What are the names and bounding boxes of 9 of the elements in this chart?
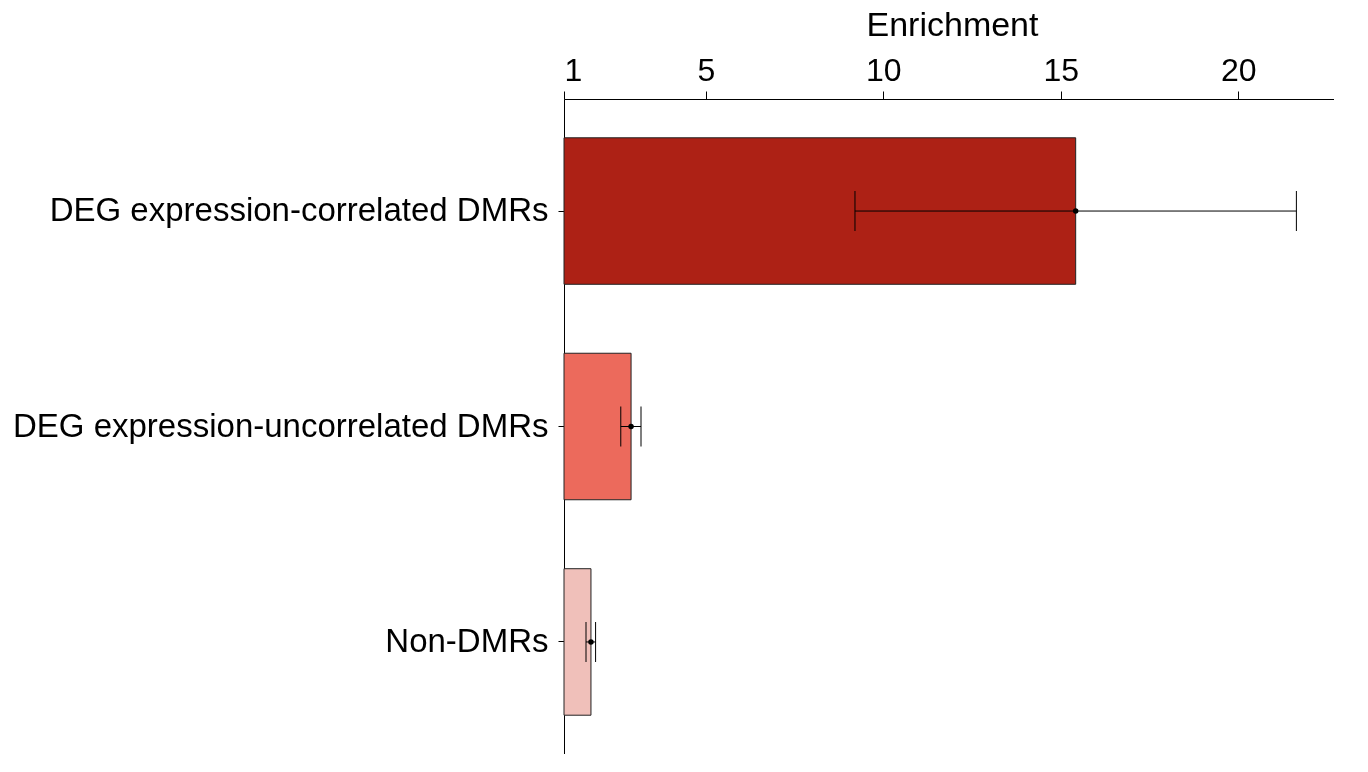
x-tick-label: 1 <box>564 51 583 88</box>
y-tick-label: DEG expression-correlated DMRs <box>49 191 549 229</box>
x-tick-label: 20 <box>1220 51 1257 88</box>
y-tick-label: Non-DMRs <box>385 621 549 659</box>
x-tick-label: 10 <box>866 51 902 88</box>
x-tick-label: 5 <box>697 51 716 88</box>
x-tick-label: 15 <box>1043 51 1080 88</box>
x-axis-title: Enrichment <box>866 4 1040 43</box>
y-tick-label: DEG expression-uncorrelated DMRs <box>12 406 549 444</box>
